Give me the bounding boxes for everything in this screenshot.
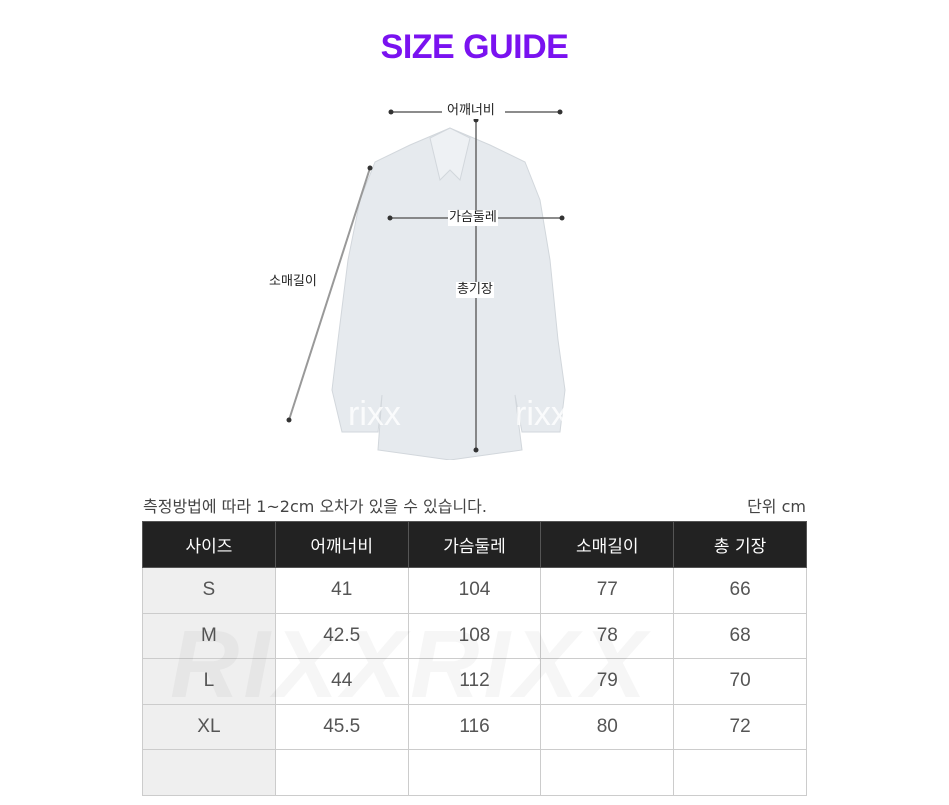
table-cell: 77: [540, 567, 675, 614]
watermark-text: rixx: [515, 395, 568, 433]
table-cell: 108: [407, 612, 542, 659]
unit-label: 단위 cm: [747, 497, 806, 516]
length-label: 총기장: [456, 282, 494, 298]
shirt-image: [331, 127, 566, 460]
shirt-diagram: rixx rixx: [286, 109, 568, 460]
table-cell: 42.5: [274, 612, 409, 659]
table-row: L 44 112 79 70: [142, 658, 807, 705]
table-cell: S: [142, 567, 276, 614]
table-cell: 44: [274, 658, 409, 705]
table-cell: 79: [540, 658, 675, 705]
table-cell: 78: [540, 612, 675, 659]
table-cell: XL: [142, 703, 276, 750]
table-cell: 72: [673, 703, 807, 750]
table-cell: L: [142, 658, 276, 705]
table-cell: 41: [274, 567, 409, 614]
table-row: [142, 749, 807, 796]
table-cell: 66: [673, 567, 807, 614]
page-title: SIZE GUIDE: [380, 28, 569, 66]
table-cell: [142, 749, 276, 796]
table-cell: 116: [407, 703, 542, 750]
sleeve-line: [288, 167, 371, 421]
table-cell: 104: [407, 567, 542, 614]
size-table: 사이즈 어깨너비 가슴둘레 소매길이 총 기장 S 41 104 77 66 M 42.5 1…: [142, 521, 807, 796]
table-row: M 42.5 108 78 68: [142, 612, 807, 659]
header-shoulder: 어깨너비: [274, 521, 409, 568]
table-cell: 68: [673, 612, 807, 659]
header-sleeve: 소매길이: [540, 521, 675, 568]
measurement-note: 측정방법에 따라 1~2cm 오차가 있을 수 있습니다.: [143, 497, 487, 516]
table-cell: [673, 749, 807, 796]
header-length: 총 기장: [673, 521, 807, 568]
watermark-text: rixx: [348, 395, 401, 433]
table-cell: [540, 749, 675, 796]
sleeve-label: 소매길이: [268, 274, 318, 290]
table-row: XL 45.5 116 80 72: [142, 703, 807, 750]
table-cell: M: [142, 612, 276, 659]
table-row: S 41 104 77 66: [142, 567, 807, 614]
table-cell: 112: [407, 658, 542, 705]
table-cell: [274, 749, 409, 796]
table-cell: 80: [540, 703, 675, 750]
table-cell: 45.5: [274, 703, 409, 750]
chest-label: 가슴둘레: [448, 210, 498, 226]
header-chest: 가슴둘레: [407, 521, 542, 568]
table-cell: [407, 749, 542, 796]
header-size: 사이즈: [142, 521, 276, 568]
shoulder-label: 어깨너비: [446, 103, 496, 119]
table-header-row: 사이즈 어깨너비 가슴둘레 소매길이 총 기장: [142, 521, 807, 568]
table-cell: 70: [673, 658, 807, 705]
